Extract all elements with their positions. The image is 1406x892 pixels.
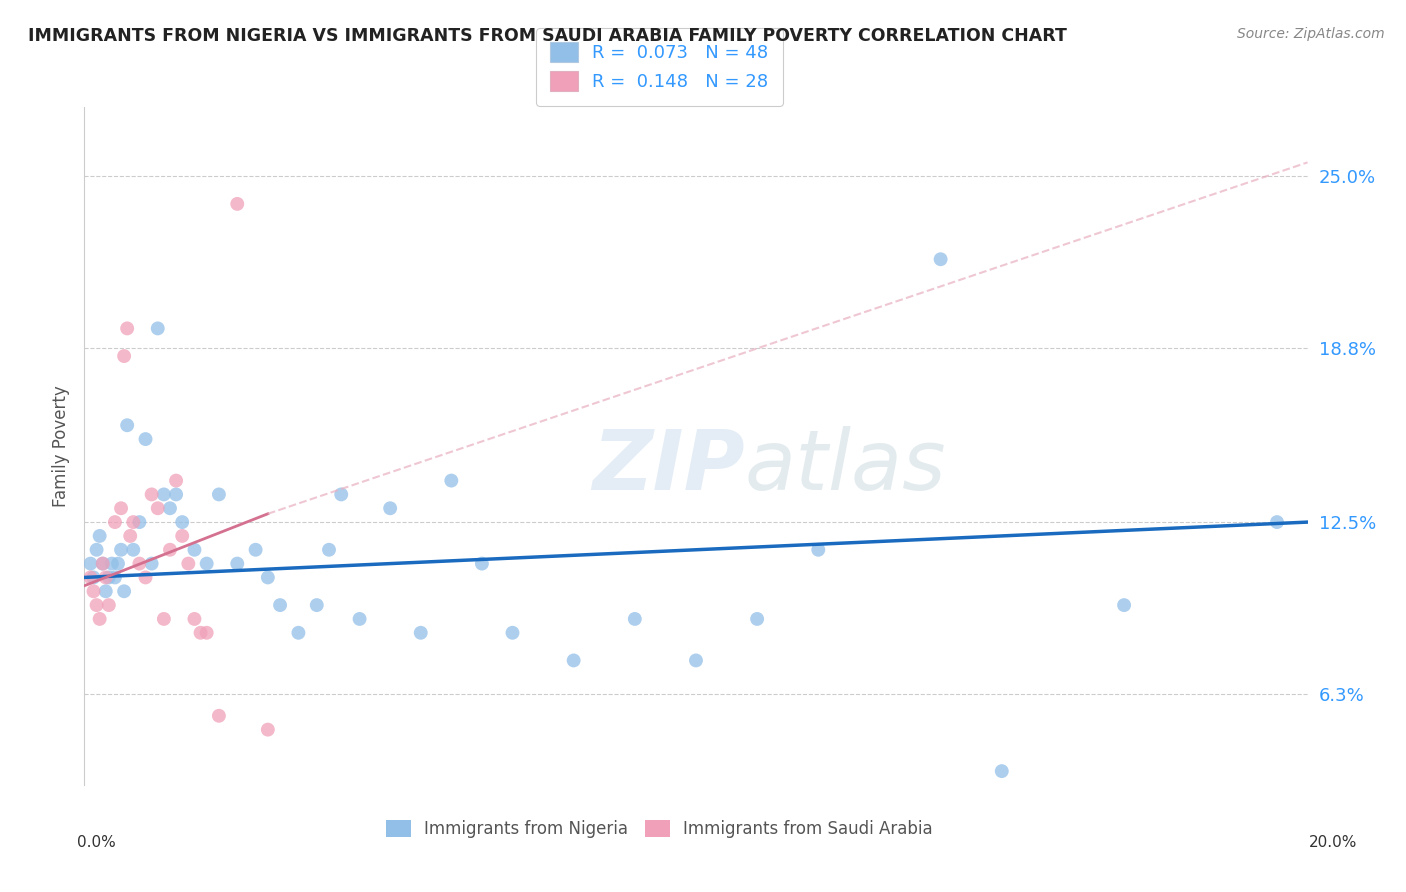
Point	[153, 487, 176, 501]
Point	[991, 764, 1014, 778]
Text: IMMIGRANTS FROM NIGERIA VS IMMIGRANTS FROM SAUDI ARABIA FAMILY POVERTY CORRELATI: IMMIGRANTS FROM NIGERIA VS IMMIGRANTS FR…	[28, 27, 1067, 45]
Point	[83, 584, 105, 599]
Point	[79, 570, 101, 584]
Point	[91, 557, 114, 571]
Text: atlas: atlas	[745, 425, 946, 507]
Point	[146, 321, 169, 335]
Point	[195, 625, 218, 640]
Point	[380, 501, 402, 516]
Point	[502, 625, 524, 640]
Point	[190, 625, 212, 640]
Point	[177, 557, 200, 571]
Point	[153, 612, 176, 626]
Point	[122, 515, 145, 529]
Point	[165, 474, 187, 488]
Point	[287, 625, 309, 640]
Point	[159, 501, 181, 516]
Point	[110, 542, 132, 557]
Point	[624, 612, 647, 626]
Point	[79, 557, 101, 571]
Point	[208, 708, 231, 723]
Point	[115, 418, 138, 433]
Point	[172, 529, 194, 543]
Point	[1265, 515, 1288, 529]
Point	[89, 612, 111, 626]
Text: Source: ZipAtlas.com: Source: ZipAtlas.com	[1237, 27, 1385, 41]
Point	[97, 598, 120, 612]
Point	[101, 557, 124, 571]
Point	[208, 487, 231, 501]
Point	[685, 653, 707, 667]
Point	[86, 598, 108, 612]
Point	[135, 570, 157, 584]
Point	[104, 570, 127, 584]
Point	[94, 570, 117, 584]
Point	[183, 612, 205, 626]
Point	[226, 557, 249, 571]
Point	[120, 529, 142, 543]
Point	[471, 557, 494, 571]
Point	[122, 542, 145, 557]
Point	[409, 625, 432, 640]
Point	[115, 321, 138, 335]
Point	[110, 501, 132, 516]
Point	[112, 584, 135, 599]
Y-axis label: Family Poverty: Family Poverty	[52, 385, 70, 507]
Text: 0.0%: 0.0%	[77, 836, 117, 850]
Point	[128, 557, 150, 571]
Point	[172, 515, 194, 529]
Point	[747, 612, 769, 626]
Legend: Immigrants from Nigeria, Immigrants from Saudi Arabia: Immigrants from Nigeria, Immigrants from…	[380, 813, 939, 845]
Point	[305, 598, 328, 612]
Point	[86, 542, 108, 557]
Point	[141, 487, 163, 501]
Text: 20.0%: 20.0%	[1309, 836, 1357, 850]
Point	[226, 197, 249, 211]
Point	[929, 252, 952, 267]
Point	[1114, 598, 1136, 612]
Point	[135, 432, 157, 446]
Text: ZIP: ZIP	[592, 425, 745, 507]
Point	[141, 557, 163, 571]
Point	[318, 542, 340, 557]
Point	[83, 570, 105, 584]
Point	[245, 542, 267, 557]
Point	[440, 474, 463, 488]
Point	[562, 653, 585, 667]
Point	[330, 487, 353, 501]
Point	[112, 349, 135, 363]
Point	[91, 557, 114, 571]
Point	[807, 542, 830, 557]
Point	[97, 570, 120, 584]
Point	[195, 557, 218, 571]
Point	[94, 584, 117, 599]
Point	[257, 723, 280, 737]
Point	[89, 529, 111, 543]
Point	[165, 487, 187, 501]
Point	[128, 515, 150, 529]
Point	[107, 557, 129, 571]
Point	[146, 501, 169, 516]
Point	[183, 542, 205, 557]
Point	[159, 542, 181, 557]
Point	[269, 598, 291, 612]
Point	[257, 570, 280, 584]
Point	[349, 612, 371, 626]
Point	[104, 515, 127, 529]
